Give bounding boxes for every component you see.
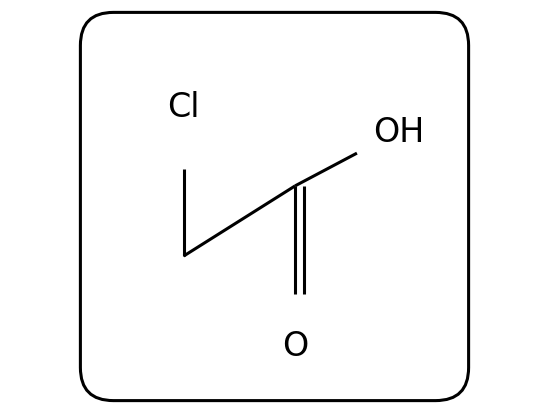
Text: Cl: Cl	[167, 91, 200, 124]
Text: O: O	[282, 330, 309, 363]
Text: OH: OH	[374, 116, 425, 149]
